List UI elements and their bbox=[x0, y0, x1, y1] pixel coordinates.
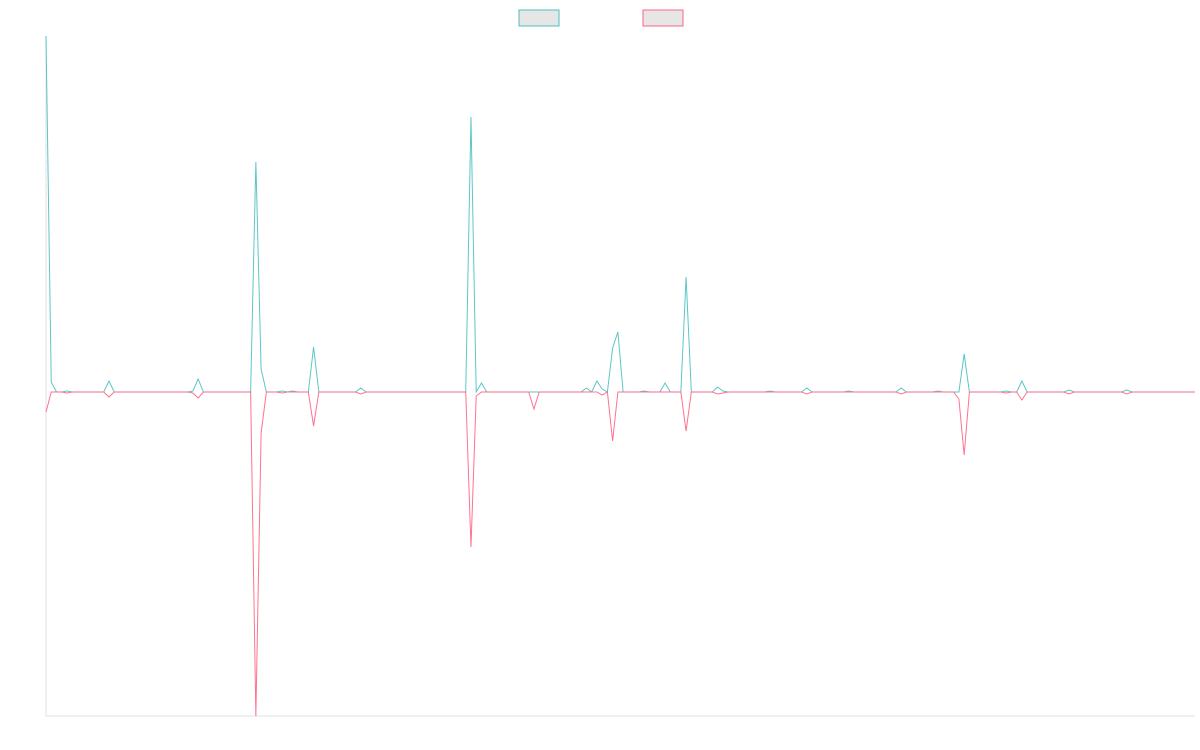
legend-swatch bbox=[642, 9, 684, 27]
series-line bbox=[45, 391, 1195, 717]
legend-swatch bbox=[518, 9, 560, 27]
series-line bbox=[45, 35, 1195, 394]
